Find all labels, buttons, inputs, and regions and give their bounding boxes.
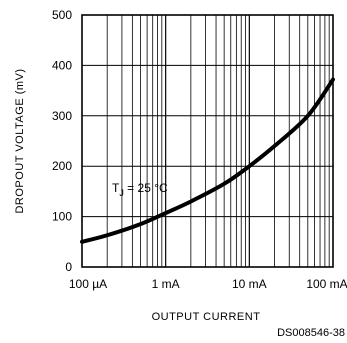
- x-tick-label: 100 mA: [306, 277, 347, 291]
- y-axis-title: DROPOUT VOLTAGE (mV): [14, 68, 26, 213]
- x-tick-label: 100 µA: [69, 277, 107, 291]
- y-tick-label: 0: [65, 260, 72, 274]
- annotation-sub: J: [119, 188, 124, 198]
- plot-frame: [81, 14, 334, 268]
- x-tick-labels: 100 µA 1 mA 10 mA 100 mA: [69, 277, 347, 291]
- y-tick-label: 300: [52, 109, 72, 123]
- x-tick-label: 1 mA: [152, 277, 180, 291]
- annotation-main: T: [112, 181, 120, 195]
- y-tick-label: 500: [52, 8, 72, 22]
- annotation-rest: = 25 °C: [124, 181, 168, 195]
- y-tick-label: 200: [52, 159, 72, 173]
- y-tick-label: 400: [52, 58, 72, 72]
- annotation-temperature: TJ = 25 °C: [112, 181, 168, 198]
- series-line: [80, 77, 335, 244]
- y-tick-label: 100: [52, 210, 72, 224]
- y-tick-labels: 0 100 200 300 400 500: [52, 8, 72, 274]
- grid: [82, 15, 333, 267]
- x-tick-label: 10 mA: [232, 277, 267, 291]
- x-axis-title: OUTPUT CURRENT: [152, 311, 261, 323]
- document-id: DS008546-38: [277, 327, 345, 339]
